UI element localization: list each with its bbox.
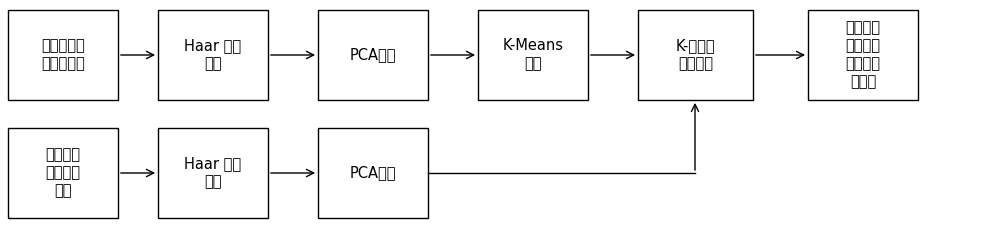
Bar: [318, 128, 428, 218]
Bar: [8, 128, 118, 218]
Bar: [638, 10, 753, 100]
Bar: [158, 10, 268, 100]
Bar: [478, 10, 588, 100]
Text: Haar 特征
提取: Haar 特征 提取: [184, 38, 242, 72]
Text: 目标动态
人脸表情
序列的特
征向量: 目标动态 人脸表情 序列的特 征向量: [846, 20, 881, 90]
Bar: [808, 10, 918, 100]
Text: K-Means
聚类: K-Means 聚类: [503, 38, 564, 72]
Bar: [318, 10, 428, 100]
Text: Haar 特征
提取: Haar 特征 提取: [184, 157, 242, 189]
Bar: [8, 10, 118, 100]
Text: 目标动态
人脸表情
序列: 目标动态 人脸表情 序列: [46, 148, 80, 198]
Text: PCA降维: PCA降维: [350, 166, 396, 180]
Text: K-阶情感
强度模型: K-阶情感 强度模型: [676, 38, 715, 72]
Text: PCA降维: PCA降维: [350, 47, 396, 63]
Bar: [158, 128, 268, 218]
Text: 动态人脸表
情序列集合: 动态人脸表 情序列集合: [41, 38, 85, 72]
